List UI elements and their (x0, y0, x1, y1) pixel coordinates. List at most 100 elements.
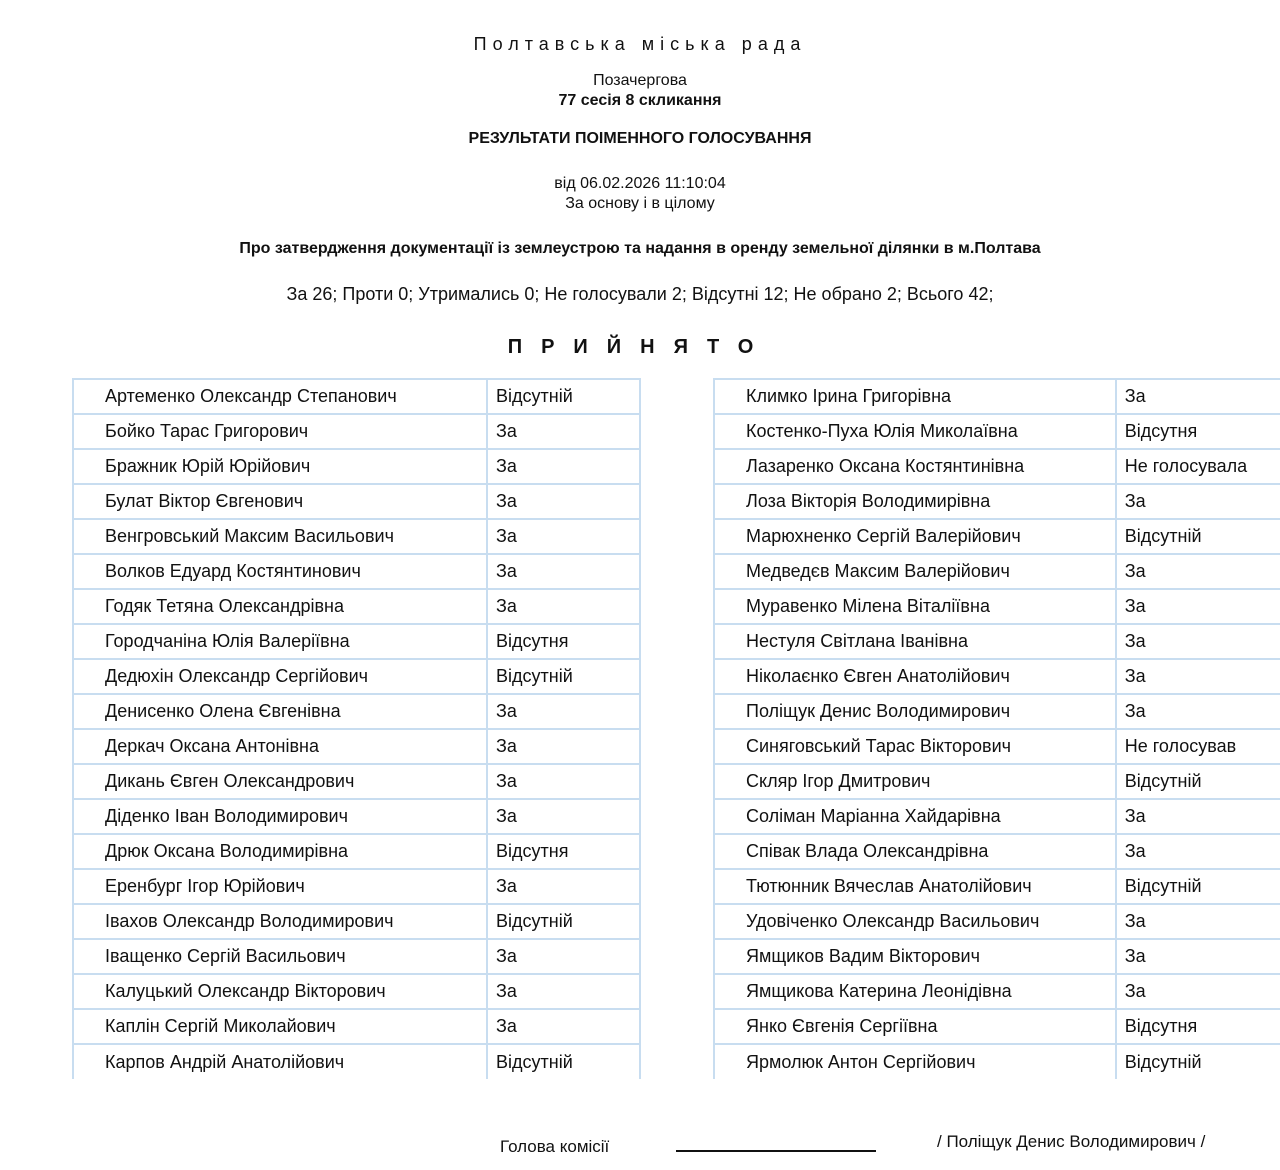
session-type: Позачергова (593, 72, 687, 89)
deputy-vote: Відсутній (1114, 518, 1280, 555)
deputy-vote: За (1114, 658, 1280, 695)
deputy-vote: За (1114, 483, 1280, 520)
deputy-name: Венгровський Максим Васильович (72, 518, 488, 555)
deputy-name: Медведєв Максим Валерійович (713, 553, 1117, 590)
table-row: Співак Влада Олександрівна За (713, 833, 1280, 870)
deputy-name: Артеменко Олександр Степанович (72, 378, 488, 415)
deputy-vote: За (1114, 623, 1280, 660)
deputy-name: Денисенко Олена Євгенівна (72, 693, 488, 730)
deputy-vote: За (1114, 798, 1280, 835)
deputy-vote: Не голосувала (1114, 448, 1280, 485)
deputy-name: Іващенко Сергій Васильович (72, 938, 488, 975)
deputy-name: Волков Едуард Костянтинович (72, 553, 488, 590)
deputy-vote: За (1114, 553, 1280, 590)
deputy-name: Карпов Андрій Анатолійович (72, 1043, 488, 1079)
deputy-vote: Відсутня (486, 623, 641, 660)
table-row: Еренбург Ігор Юрійович За (72, 868, 641, 905)
vote-mode: За основу і в цілому (565, 195, 715, 212)
vote-subject: Про затвердження документації із землеус… (239, 240, 1041, 257)
table-row: Климко Ірина Григорівна За (713, 378, 1280, 415)
deputy-name: Соліман Маріанна Хайдарівна (713, 798, 1117, 835)
table-row: Скляр Ігор Дмитрович Відсутній (713, 763, 1280, 800)
table-row: Венгровський Максим Васильович За (72, 518, 641, 555)
table-row: Бражник Юрій Юрійович За (72, 448, 641, 485)
vote-result: ПРИЙНЯТО (507, 336, 773, 358)
table-row: Діденко Іван Володимирович За (72, 798, 641, 835)
session-number: 77 сесія 8 скликання (558, 92, 722, 109)
table-row: Янко Євгенія Сергіївна Відсутня (713, 1008, 1280, 1045)
deputy-vote: За (486, 868, 641, 905)
deputy-name: Годяк Тетяна Олександрівна (72, 588, 488, 625)
table-row: Ямщикова Катерина Леонідівна За (713, 973, 1280, 1010)
deputy-vote: За (486, 448, 641, 485)
deputy-name: Діденко Іван Володимирович (72, 798, 488, 835)
deputy-name: Калуцький Олександр Вікторович (72, 973, 488, 1010)
deputy-name: Муравенко Мілена Віталіївна (713, 588, 1117, 625)
deputy-vote: За (1114, 833, 1280, 870)
table-row: Годяк Тетяна Олександрівна За (72, 588, 641, 625)
table-row: Артеменко Олександр Степанович Відсутній (72, 378, 641, 415)
deputy-name: Костенко-Пуха Юлія Миколаївна (713, 413, 1117, 450)
table-row: Дикань Євген Олександрович За (72, 763, 641, 800)
deputy-name: Деркач Оксана Антонівна (72, 728, 488, 765)
deputy-name: Городчаніна Юлія Валеріївна (72, 623, 488, 660)
table-row: Денисенко Олена Євгенівна За (72, 693, 641, 730)
table-row: Костенко-Пуха Юлія Миколаївна Відсутня (713, 413, 1280, 450)
right-votes-table: Климко Ірина Григорівна За Костенко-Пуха Ю… (713, 378, 1280, 1079)
table-row: Деркач Оксана Антонівна За (72, 728, 641, 765)
table-row: Волков Едуард Костянтинович За (72, 553, 641, 590)
table-row: Лоза Вікторія Володимирівна За (713, 483, 1280, 520)
deputy-vote: Відсутня (486, 833, 641, 870)
deputy-vote: За (1114, 938, 1280, 975)
table-row: Городчаніна Юлія Валеріївна Відсутня (72, 623, 641, 660)
table-row: Каплін Сергій Миколайович За (72, 1008, 641, 1045)
deputy-vote: За (486, 693, 641, 730)
chair-name: / Поліщук Денис Володимирович / (937, 1132, 1206, 1151)
table-row: Ямщиков Вадим Вікторович За (713, 938, 1280, 975)
table-row: Ніколаєнко Євген Анатолійович За (713, 658, 1280, 695)
table-row: Іващенко Сергій Васильович За (72, 938, 641, 975)
deputy-name: Бражник Юрій Юрійович (72, 448, 488, 485)
document-title: РЕЗУЛЬТАТИ ПОІМЕННОГО ГОЛОСУВАННЯ (468, 130, 812, 147)
deputy-vote: За (486, 413, 641, 450)
signature-line (676, 1150, 876, 1152)
deputy-name: Марюхненко Сергій Валерійович (713, 518, 1117, 555)
table-row: Муравенко Мілена Віталіївна За (713, 588, 1280, 625)
table-row: Дедюхін Олександр Сергійович Відсутній (72, 658, 641, 695)
table-row: Удовіченко Олександр Васильович За (713, 903, 1280, 940)
deputy-name: Ніколаєнко Євген Анатолійович (713, 658, 1117, 695)
deputy-name: Бойко Тарас Григорович (72, 413, 488, 450)
deputy-name: Співак Влада Олександрівна (713, 833, 1117, 870)
deputy-vote: Відсутній (486, 658, 641, 695)
deputy-name: Ярмолюк Антон Сергійович (713, 1043, 1117, 1079)
deputy-vote: Відсутній (486, 378, 641, 415)
deputy-name: Синяговський Тарас Вікторович (713, 728, 1117, 765)
deputy-name: Лоза Вікторія Володимирівна (713, 483, 1117, 520)
vote-summary: За 26; Проти 0; Утримались 0; Не голосув… (286, 284, 994, 304)
table-row: Поліщук Денис Володимирович За (713, 693, 1280, 730)
table-row: Івахов Олександр Володимирович Відсутній (72, 903, 641, 940)
deputy-name: Дедюхін Олександр Сергійович (72, 658, 488, 695)
table-row: Калуцький Олександр Вікторович За (72, 973, 641, 1010)
council-name: Полтавська міська рада (473, 34, 807, 54)
deputy-vote: Відсутній (486, 1043, 641, 1079)
deputy-vote: Відсутній (1114, 868, 1280, 905)
deputy-vote: За (486, 798, 641, 835)
deputy-name: Ямщиков Вадим Вікторович (713, 938, 1117, 975)
vote-date: від 06.02.2026 11:10:04 (554, 175, 726, 192)
deputy-vote: За (1114, 693, 1280, 730)
table-row: Марюхненко Сергій Валерійович Відсутній (713, 518, 1280, 555)
deputy-name: Тютюнник Вячеслав Анатолійович (713, 868, 1117, 905)
deputy-vote: За (1114, 588, 1280, 625)
deputy-vote: Відсутній (1114, 763, 1280, 800)
table-row: Нестуля Світлана Іванівна За (713, 623, 1280, 660)
deputy-name: Каплін Сергій Миколайович (72, 1008, 488, 1045)
deputy-vote: За (486, 483, 641, 520)
deputy-vote: Не голосував (1114, 728, 1280, 765)
deputy-name: Удовіченко Олександр Васильович (713, 903, 1117, 940)
deputy-name: Дикань Євген Олександрович (72, 763, 488, 800)
deputy-name: Івахов Олександр Володимирович (72, 903, 488, 940)
deputy-vote: За (486, 1008, 641, 1045)
table-row: Синяговський Тарас Вікторович Не голосува… (713, 728, 1280, 765)
deputy-name: Булат Віктор Євгенович (72, 483, 488, 520)
